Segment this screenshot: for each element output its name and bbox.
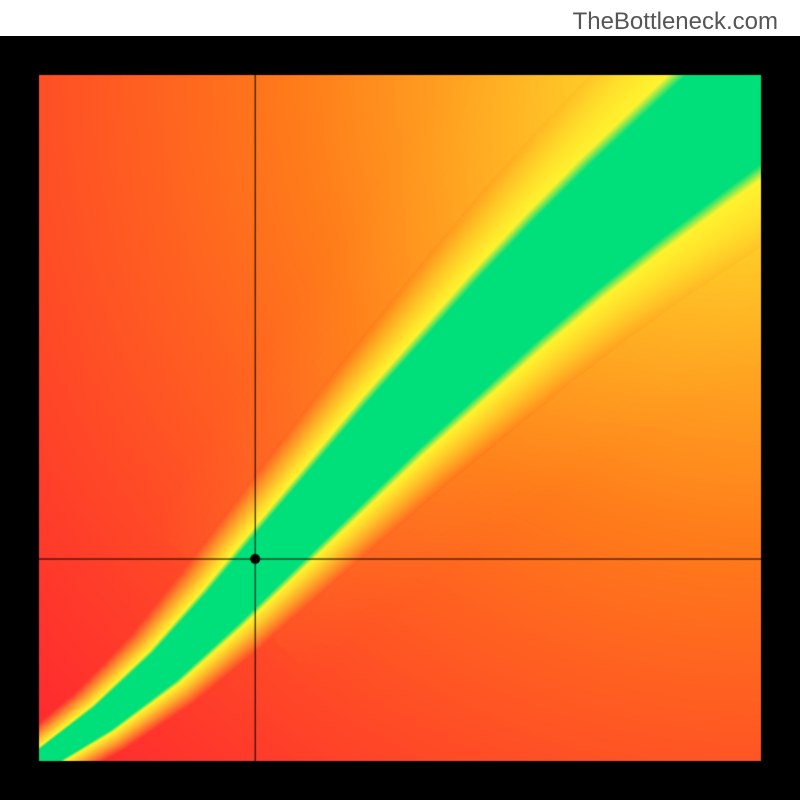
heatmap-canvas [0, 36, 800, 800]
chart-area [0, 36, 800, 800]
watermark-text: TheBottleneck.com [573, 8, 778, 36]
